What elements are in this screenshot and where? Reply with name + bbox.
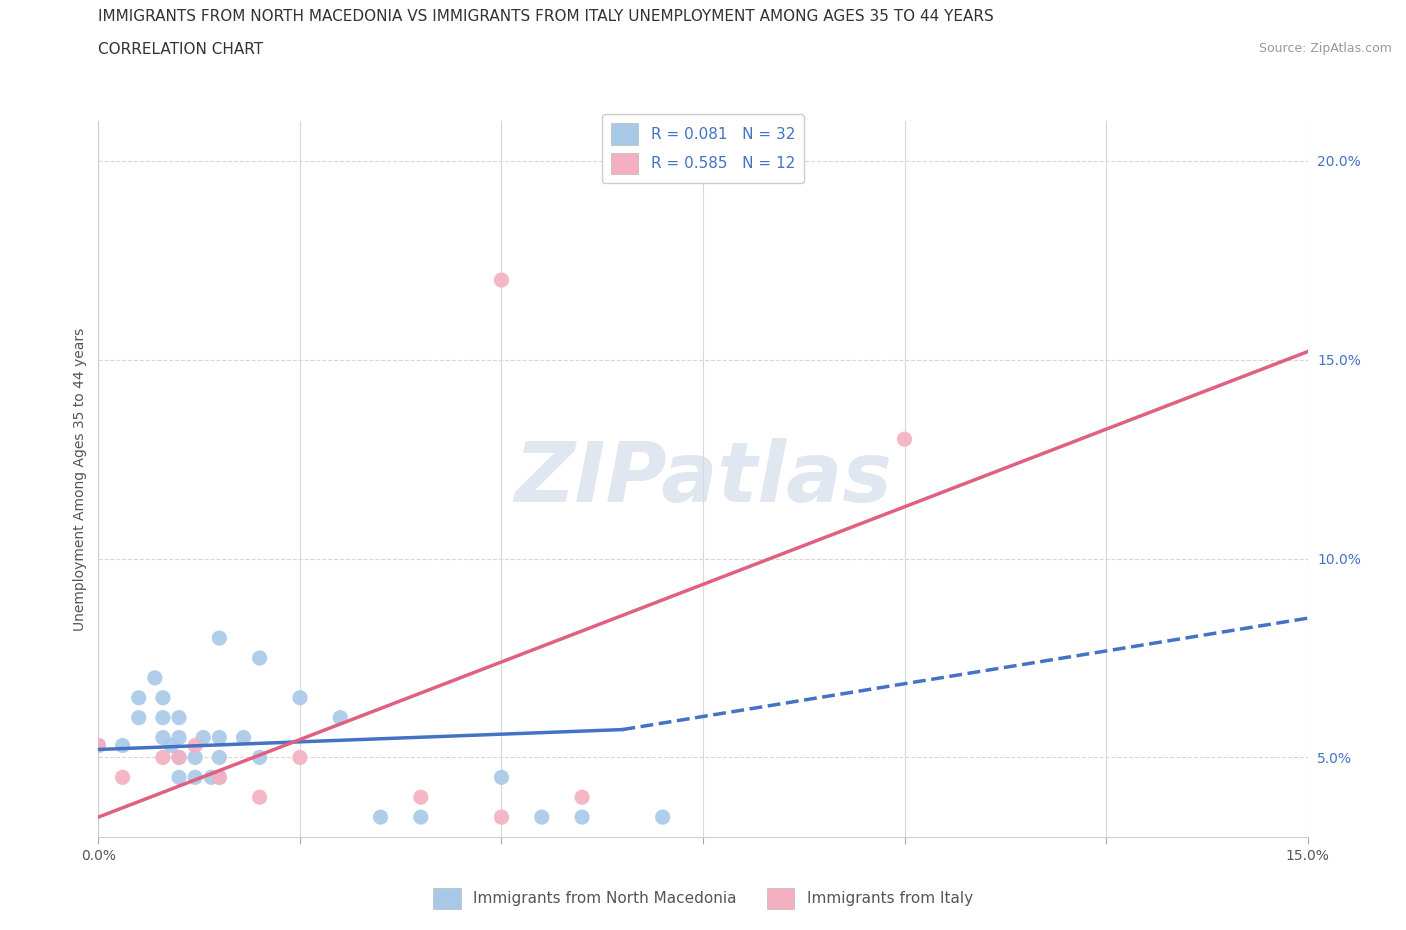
Point — [329, 711, 352, 725]
Point — [152, 711, 174, 725]
Point — [143, 671, 166, 685]
Legend: Immigrants from North Macedonia, Immigrants from Italy: Immigrants from North Macedonia, Immigra… — [427, 882, 979, 915]
Point — [409, 810, 432, 825]
Point — [184, 738, 207, 753]
Point — [208, 770, 231, 785]
Point — [288, 750, 311, 764]
Point — [571, 790, 593, 804]
Point — [111, 738, 134, 753]
Point — [530, 810, 553, 825]
Point — [249, 750, 271, 764]
Point — [167, 770, 190, 785]
Point — [249, 651, 271, 666]
Point — [200, 770, 222, 785]
Text: CORRELATION CHART: CORRELATION CHART — [98, 42, 263, 57]
Point — [128, 711, 150, 725]
Point — [167, 730, 190, 745]
Point — [167, 750, 190, 764]
Point — [208, 770, 231, 785]
Point — [87, 738, 110, 753]
Point — [128, 690, 150, 705]
Point — [491, 770, 513, 785]
Point — [491, 810, 513, 825]
Text: IMMIGRANTS FROM NORTH MACEDONIA VS IMMIGRANTS FROM ITALY UNEMPLOYMENT AMONG AGES: IMMIGRANTS FROM NORTH MACEDONIA VS IMMIG… — [98, 9, 994, 24]
Point — [193, 730, 215, 745]
Point — [208, 631, 231, 645]
Point — [491, 272, 513, 287]
Point — [370, 810, 392, 825]
Point — [87, 738, 110, 753]
Point — [249, 790, 271, 804]
Point — [208, 750, 231, 764]
Point — [111, 770, 134, 785]
Point — [184, 770, 207, 785]
Point — [184, 750, 207, 764]
Point — [167, 711, 190, 725]
Point — [232, 730, 254, 745]
Point — [571, 810, 593, 825]
Point — [152, 690, 174, 705]
Point — [152, 750, 174, 764]
Point — [651, 810, 673, 825]
Point — [893, 432, 915, 446]
Point — [152, 730, 174, 745]
Text: Source: ZipAtlas.com: Source: ZipAtlas.com — [1258, 42, 1392, 55]
Point — [167, 750, 190, 764]
Y-axis label: Unemployment Among Ages 35 to 44 years: Unemployment Among Ages 35 to 44 years — [73, 327, 87, 631]
Point — [160, 738, 183, 753]
Point — [409, 790, 432, 804]
Point — [208, 730, 231, 745]
Point — [288, 690, 311, 705]
Text: ZIPatlas: ZIPatlas — [515, 438, 891, 520]
